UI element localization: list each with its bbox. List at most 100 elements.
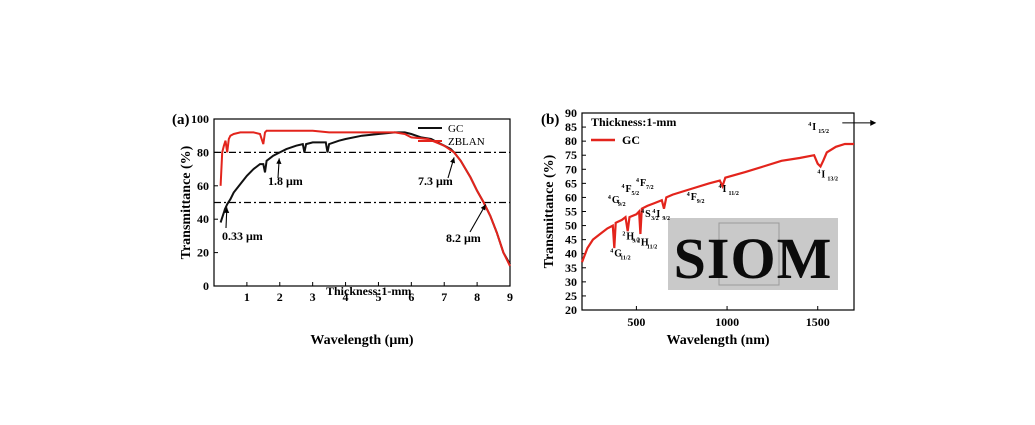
- band-label-letter: I: [656, 209, 660, 220]
- thickness-note: Thickness:1-mm: [326, 284, 411, 298]
- y-tick-label: 50: [565, 219, 577, 233]
- annotation-arrowhead: [480, 204, 486, 211]
- y-tick-label: 70: [565, 162, 577, 176]
- y-tick-label: 75: [565, 148, 577, 162]
- y-tick-label: 45: [565, 233, 577, 247]
- band-label-letter: F: [640, 178, 646, 189]
- band-label-letter: G: [614, 249, 622, 260]
- band-label-subscript: 3/2: [651, 216, 659, 222]
- band-label-letter: G: [612, 195, 620, 206]
- band-label: 4 S 3/2: [641, 209, 659, 222]
- x-tick-label: 9: [507, 290, 513, 304]
- band-label: 4 I 9/2: [652, 209, 670, 222]
- band-label-superscript: 4: [719, 184, 722, 190]
- y-tick-label: 40: [197, 212, 209, 226]
- legend-label-gc: GC: [448, 123, 463, 135]
- annotation-arrowhead: [450, 157, 456, 164]
- x-tick-label: 5: [375, 290, 381, 304]
- band-label-subscript: 11/2: [620, 256, 630, 262]
- band-label-subscript: 11/2: [647, 244, 657, 250]
- band-label: 4 G11/2: [610, 249, 630, 262]
- band-label-subscript: 9/2: [632, 239, 640, 245]
- band-label-superscript: 4: [622, 184, 625, 190]
- panel-a: (a) 1 2 3 4 5 6 7 8 9 0 20 40 60 80 100 Wavelength (μm) T…: [172, 112, 513, 348]
- band-label-letter: I: [821, 170, 825, 181]
- band-label-letter: I: [723, 184, 727, 195]
- band-label-subscript: 15/2: [818, 129, 829, 135]
- y-tick-label: 0: [203, 279, 209, 293]
- y-tick-label: 65: [565, 176, 577, 190]
- inset-siom-text: SIOM: [674, 226, 833, 291]
- x-tick-label: 1: [244, 290, 250, 304]
- thickness-note: Thickness:1-mm: [591, 115, 676, 129]
- x-tick-label: 6: [408, 290, 414, 304]
- band-label-subscript: 11/2: [729, 191, 739, 197]
- inset-photo: [668, 218, 838, 290]
- band-label: 4 F 7/2: [636, 178, 654, 191]
- y-tick-label: 60: [197, 179, 209, 193]
- band-label: 4 F 9/2: [687, 192, 705, 205]
- band-label-superscript: 4: [641, 209, 644, 215]
- x-tick-label: 500: [627, 315, 645, 329]
- band-label: 4 I 11/2: [719, 184, 739, 197]
- y-tick-label: 25: [565, 289, 577, 303]
- x-tick-label: 1000: [715, 315, 739, 329]
- band-label: 2 H9/2: [622, 232, 640, 245]
- inset-glass-sample: [718, 222, 780, 286]
- band-label-subscript: 9/2: [662, 216, 670, 222]
- band-label-subscript: 7/2: [646, 185, 654, 191]
- legend-label-gc: GC: [622, 133, 640, 147]
- band-label-letter: F: [691, 192, 697, 203]
- band-label-letter: H: [641, 237, 649, 248]
- annotation-label: 8.2 μm: [446, 231, 481, 245]
- band-label: 4 F 5/2: [622, 184, 640, 197]
- annotation-label: 0.33 μm: [222, 229, 263, 243]
- band-label-superscript: 4: [687, 192, 690, 198]
- band-label-letter: H: [626, 232, 634, 243]
- band-label-subscript: 9/2: [697, 199, 705, 205]
- y-tick-label: 60: [565, 190, 577, 204]
- panel-label: (b): [541, 112, 559, 128]
- band-label-letter: I: [812, 122, 816, 133]
- panel-label: (a): [172, 112, 190, 128]
- y-axis-label: Transmittance (%): [542, 154, 557, 268]
- band-label-letter: S: [645, 209, 651, 220]
- band-label-superscript: 4: [636, 178, 639, 184]
- legend-label-zblan: ZBLAN: [448, 136, 485, 148]
- y-tick-label: 85: [565, 120, 577, 134]
- y-tick-label: 80: [197, 145, 209, 159]
- band-label: 4 I 15/2: [808, 122, 829, 135]
- ground-state-arrowhead: [870, 119, 877, 126]
- series-line-zblan: [219, 129, 511, 267]
- band-label-subscript: 9/2: [618, 202, 626, 208]
- band-label-superscript: 2: [622, 232, 625, 238]
- x-tick-label: 8: [474, 290, 480, 304]
- annotation-label: 7.3 μm: [418, 174, 453, 188]
- annotation-label: 1.8 μm: [268, 174, 303, 188]
- series-line-gc: [580, 142, 854, 263]
- x-axis-label: Wavelength (μm): [310, 333, 414, 348]
- y-tick-label: 90: [565, 106, 577, 120]
- band-label-superscript: 4: [808, 122, 811, 128]
- x-tick-label: 7: [441, 290, 447, 304]
- y-tick-label: 30: [565, 275, 577, 289]
- annotation-arrowhead: [224, 207, 230, 214]
- y-tick-label: 80: [565, 134, 577, 148]
- band-label: 4 G9/2: [608, 195, 626, 208]
- y-tick-label: 100: [191, 112, 209, 126]
- band-label: 2 H11/2: [637, 237, 657, 250]
- band-label-superscript: 4: [610, 249, 613, 255]
- y-tick-label: 20: [197, 246, 209, 260]
- x-tick-label: 1500: [806, 315, 830, 329]
- x-tick-label: 3: [310, 290, 316, 304]
- y-tick-label: 55: [565, 205, 577, 219]
- panel-b: (b) 500 1000 1500 20253035404550556065707580…: [541, 106, 877, 348]
- x-axis-label: Wavelength (nm): [666, 333, 769, 348]
- band-label-superscript: 4: [817, 170, 820, 176]
- x-tick-label: 2: [277, 290, 283, 304]
- band-label-subscript: 13/2: [827, 177, 838, 183]
- band-label: 4 I 13/2: [817, 170, 838, 183]
- band-label-subscript: 5/2: [632, 191, 640, 197]
- x-tick-label: 4: [343, 290, 349, 304]
